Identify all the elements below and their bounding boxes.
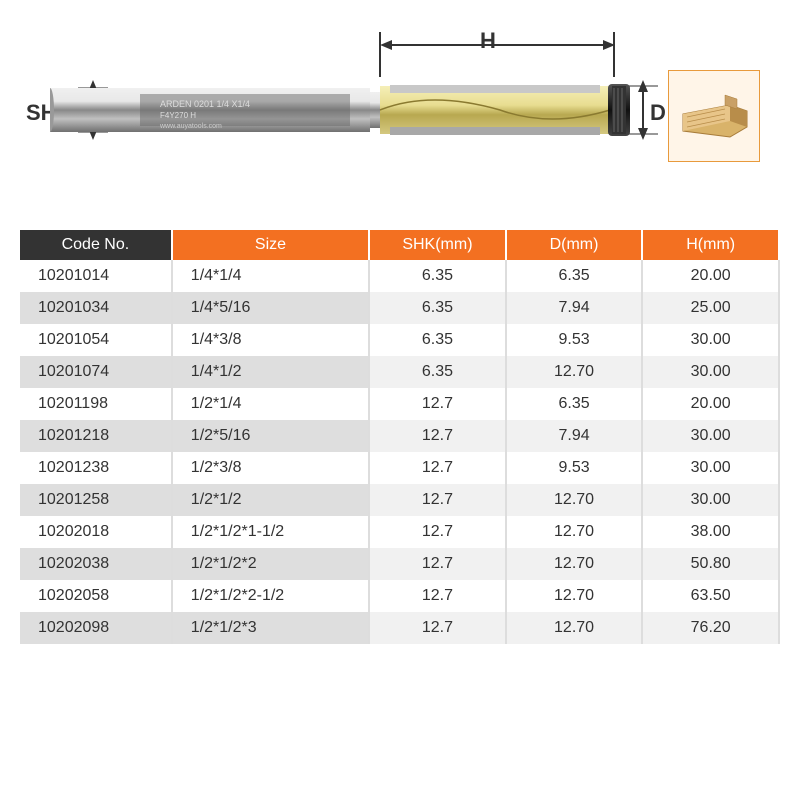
page-container: SHK H D [0, 0, 800, 664]
table-cell: 12.70 [506, 548, 643, 580]
table-cell: 30.00 [642, 484, 779, 516]
table-cell: 9.53 [506, 324, 643, 356]
table-row: 102012581/2*1/212.712.7030.00 [20, 484, 779, 516]
table-cell: 12.7 [369, 420, 506, 452]
col-header: D(mm) [506, 230, 643, 260]
table-body: 102010141/4*1/46.356.3520.00102010341/4*… [20, 260, 779, 644]
table-cell: 1/2*3/8 [172, 452, 369, 484]
spec-table: Code No.SizeSHK(mm)D(mm)H(mm) 102010141/… [20, 230, 780, 644]
table-cell: 1/4*5/16 [172, 292, 369, 324]
table-cell: 20.00 [642, 260, 779, 292]
table-row: 102020581/2*1/2*2-1/212.712.7063.50 [20, 580, 779, 612]
diagram-area: SHK H D [20, 20, 780, 200]
table-cell: 12.70 [506, 516, 643, 548]
table-cell: 6.35 [369, 324, 506, 356]
col-header: Code No. [20, 230, 172, 260]
table-row: 102010341/4*5/166.357.9425.00 [20, 292, 779, 324]
table-cell: 6.35 [369, 292, 506, 324]
wood-profile-icon [668, 70, 760, 162]
d-dimension-arrow [628, 80, 658, 140]
table-row: 102010541/4*3/86.359.5330.00 [20, 324, 779, 356]
table-cell: 10201014 [20, 260, 172, 292]
col-header: H(mm) [642, 230, 779, 260]
table-cell: 10202098 [20, 612, 172, 644]
table-cell: 1/2*1/2 [172, 484, 369, 516]
table-cell: 1/4*3/8 [172, 324, 369, 356]
table-cell: 12.7 [369, 516, 506, 548]
table-cell: 30.00 [642, 356, 779, 388]
table-cell: 1/4*1/2 [172, 356, 369, 388]
table-cell: 30.00 [642, 324, 779, 356]
table-cell: 1/2*1/4 [172, 388, 369, 420]
col-header: Size [172, 230, 369, 260]
table-cell: 12.7 [369, 580, 506, 612]
table-cell: 6.35 [506, 260, 643, 292]
h-dimension-arrow [380, 42, 615, 44]
table-cell: 9.53 [506, 452, 643, 484]
table-cell: 50.80 [642, 548, 779, 580]
table-cell: 12.70 [506, 356, 643, 388]
table-cell: 10201054 [20, 324, 172, 356]
table-cell: 12.7 [369, 612, 506, 644]
table-cell: 20.00 [642, 388, 779, 420]
table-cell: 1/4*1/4 [172, 260, 369, 292]
svg-text:www.auyatools.com: www.auyatools.com [159, 123, 222, 130]
table-cell: 6.35 [369, 260, 506, 292]
table-cell: 12.7 [369, 548, 506, 580]
table-cell: 10201218 [20, 420, 172, 452]
table-header: Code No.SizeSHK(mm)D(mm)H(mm) [20, 230, 779, 260]
table-cell: 12.7 [369, 452, 506, 484]
table-cell: 1/2*1/2*1-1/2 [172, 516, 369, 548]
table-cell: 7.94 [506, 420, 643, 452]
table-row: 102020981/2*1/2*312.712.7076.20 [20, 612, 779, 644]
table-row: 102010141/4*1/46.356.3520.00 [20, 260, 779, 292]
table-cell: 1/2*1/2*2-1/2 [172, 580, 369, 612]
table-cell: 12.7 [369, 388, 506, 420]
table-cell: 12.7 [369, 484, 506, 516]
table-cell: 38.00 [642, 516, 779, 548]
table-row: 102010741/4*1/26.3512.7030.00 [20, 356, 779, 388]
table-cell: 25.00 [642, 292, 779, 324]
table-cell: 30.00 [642, 420, 779, 452]
table-cell: 30.00 [642, 452, 779, 484]
table-cell: 1/2*5/16 [172, 420, 369, 452]
table-row: 102012181/2*5/1612.77.9430.00 [20, 420, 779, 452]
svg-text:ARDEN 0201 1/4 X1/4: ARDEN 0201 1/4 X1/4 [160, 99, 250, 109]
table-cell: 10202058 [20, 580, 172, 612]
table-cell: 12.70 [506, 580, 643, 612]
table-cell: 10201258 [20, 484, 172, 516]
table-cell: 76.20 [642, 612, 779, 644]
table-cell: 6.35 [369, 356, 506, 388]
table-cell: 10201074 [20, 356, 172, 388]
router-bit-illustration: ARDEN 0201 1/4 X1/4 F4Y270 H www.auyatoo… [50, 70, 630, 150]
table-row: 102020181/2*1/2*1-1/212.712.7038.00 [20, 516, 779, 548]
table-cell: 10201238 [20, 452, 172, 484]
svg-text:F4Y270 H: F4Y270 H [160, 111, 196, 120]
table-row: 102012381/2*3/812.79.5330.00 [20, 452, 779, 484]
table-cell: 1/2*1/2*3 [172, 612, 369, 644]
table-cell: 10201034 [20, 292, 172, 324]
table-cell: 12.70 [506, 484, 643, 516]
table-row: 102020381/2*1/2*212.712.7050.80 [20, 548, 779, 580]
table-cell: 12.70 [506, 612, 643, 644]
table-row: 102011981/2*1/412.76.3520.00 [20, 388, 779, 420]
col-header: SHK(mm) [369, 230, 506, 260]
table-cell: 1/2*1/2*2 [172, 548, 369, 580]
table-cell: 63.50 [642, 580, 779, 612]
table-cell: 7.94 [506, 292, 643, 324]
table-cell: 6.35 [506, 388, 643, 420]
table-cell: 10201198 [20, 388, 172, 420]
table-cell: 10202018 [20, 516, 172, 548]
table-cell: 10202038 [20, 548, 172, 580]
